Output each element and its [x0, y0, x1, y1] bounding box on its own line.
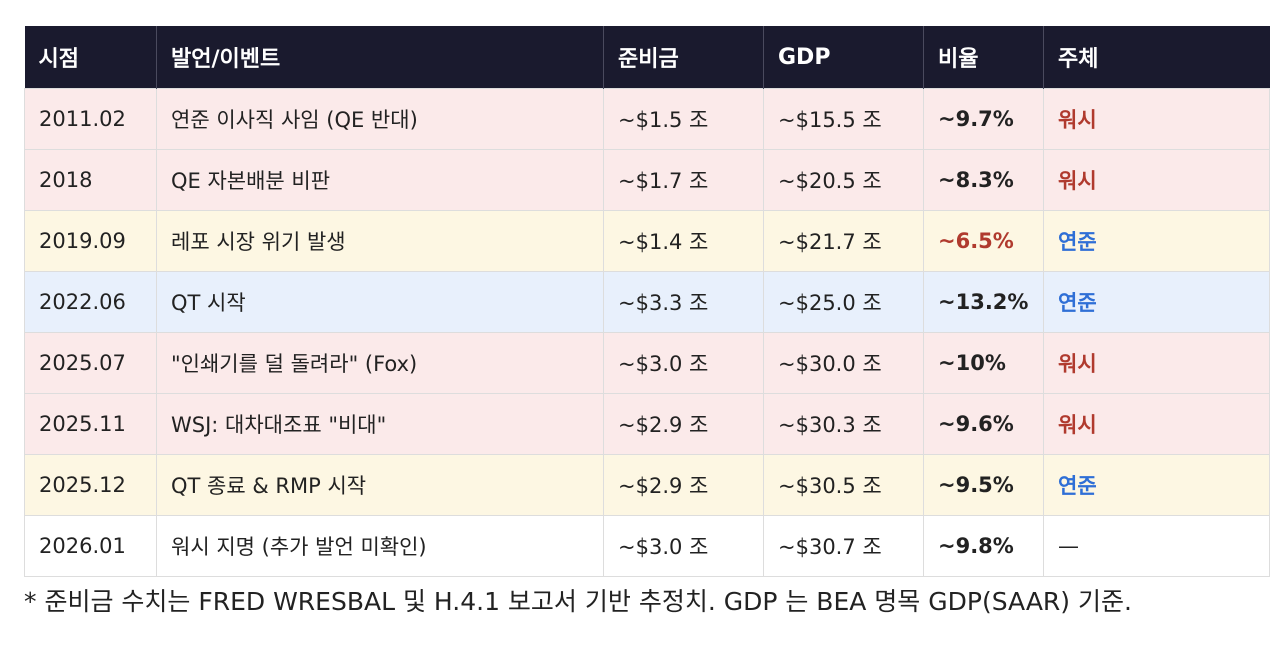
- cell-gdp: ~$30.7 조: [763, 515, 924, 577]
- cell-ratio: ~8.3%: [923, 149, 1044, 211]
- cell-reserves: ~$3.0 조: [603, 332, 764, 394]
- cell-event: 연준 이사직 사임 (QE 반대): [156, 88, 604, 150]
- cell-event: WSJ: 대차대조표 "비대": [156, 393, 604, 455]
- cell-event: 워시 지명 (추가 발언 미확인): [156, 515, 604, 577]
- cell-time: 2018: [24, 149, 157, 211]
- cell-actor: 연준: [1043, 454, 1270, 516]
- table-row: 2018 QE 자본배분 비판 ~$1.7 조 ~$20.5 조 ~8.3% 워…: [24, 149, 1270, 211]
- cell-ratio: ~6.5%: [923, 210, 1044, 272]
- cell-ratio: ~9.8%: [923, 515, 1044, 577]
- cell-reserves: ~$1.4 조: [603, 210, 764, 272]
- cell-event: QT 종료 & RMP 시작: [156, 454, 604, 516]
- table-row: 2025.07 "인쇄기를 덜 돌려라" (Fox) ~$3.0 조 ~$30.…: [24, 332, 1270, 394]
- cell-reserves: ~$1.7 조: [603, 149, 764, 211]
- cell-time: 2025.12: [24, 454, 157, 516]
- table-row: 2025.11 WSJ: 대차대조표 "비대" ~$2.9 조 ~$30.3 조…: [24, 393, 1270, 455]
- cell-time: 2011.02: [24, 88, 157, 150]
- cell-actor: 워시: [1043, 332, 1270, 394]
- cell-reserves: ~$2.9 조: [603, 454, 764, 516]
- cell-actor: 워시: [1043, 149, 1270, 211]
- cell-gdp: ~$30.3 조: [763, 393, 924, 455]
- cell-time: 2025.11: [24, 393, 157, 455]
- data-table-container: 시점 발언/이벤트 준비금 GDP 비율 주체 2011.02 연준 이사직 사…: [24, 26, 1270, 577]
- cell-time: 2022.06: [24, 271, 157, 333]
- header-row: 시점 발언/이벤트 준비금 GDP 비율 주체: [24, 26, 1270, 89]
- cell-event: 레포 시장 위기 발생: [156, 210, 604, 272]
- cell-actor: —: [1043, 515, 1270, 577]
- cell-actor: 워시: [1043, 393, 1270, 455]
- cell-gdp: ~$25.0 조: [763, 271, 924, 333]
- cell-ratio: ~9.6%: [923, 393, 1044, 455]
- cell-time: 2025.07: [24, 332, 157, 394]
- table-row: 2026.01 워시 지명 (추가 발언 미확인) ~$3.0 조 ~$30.7…: [24, 515, 1270, 577]
- header-gdp: GDP: [763, 26, 924, 89]
- cell-actor: 연준: [1043, 210, 1270, 272]
- cell-ratio: ~13.2%: [923, 271, 1044, 333]
- footnote: * 준비금 수치는 FRED WRESBAL 및 H.4.1 보고서 기반 추정…: [24, 587, 1132, 616]
- cell-event: "인쇄기를 덜 돌려라" (Fox): [156, 332, 604, 394]
- cell-gdp: ~$20.5 조: [763, 149, 924, 211]
- cell-gdp: ~$15.5 조: [763, 88, 924, 150]
- header-time: 시점: [24, 26, 157, 89]
- cell-gdp: ~$30.0 조: [763, 332, 924, 394]
- cell-event: QE 자본배분 비판: [156, 149, 604, 211]
- table-row: 2011.02 연준 이사직 사임 (QE 반대) ~$1.5 조 ~$15.5…: [24, 88, 1270, 150]
- reserves-gdp-table: 시점 발언/이벤트 준비금 GDP 비율 주체 2011.02 연준 이사직 사…: [24, 26, 1270, 577]
- cell-reserves: ~$1.5 조: [603, 88, 764, 150]
- cell-actor: 워시: [1043, 88, 1270, 150]
- cell-gdp: ~$21.7 조: [763, 210, 924, 272]
- cell-reserves: ~$3.3 조: [603, 271, 764, 333]
- cell-reserves: ~$2.9 조: [603, 393, 764, 455]
- header-actor: 주체: [1043, 26, 1270, 89]
- cell-actor: 연준: [1043, 271, 1270, 333]
- cell-reserves: ~$3.0 조: [603, 515, 764, 577]
- cell-ratio: ~9.7%: [923, 88, 1044, 150]
- table-row: 2022.06 QT 시작 ~$3.3 조 ~$25.0 조 ~13.2% 연준: [24, 271, 1270, 333]
- header-event: 발언/이벤트: [156, 26, 604, 89]
- cell-ratio: ~10%: [923, 332, 1044, 394]
- cell-event: QT 시작: [156, 271, 604, 333]
- cell-time: 2026.01: [24, 515, 157, 577]
- header-ratio: 비율: [923, 26, 1044, 89]
- header-reserves: 준비금: [603, 26, 764, 89]
- cell-ratio: ~9.5%: [923, 454, 1044, 516]
- table-body: 2011.02 연준 이사직 사임 (QE 반대) ~$1.5 조 ~$15.5…: [24, 88, 1270, 577]
- table-header: 시점 발언/이벤트 준비금 GDP 비율 주체: [24, 26, 1270, 89]
- table-row: 2019.09 레포 시장 위기 발생 ~$1.4 조 ~$21.7 조 ~6.…: [24, 210, 1270, 272]
- cell-time: 2019.09: [24, 210, 157, 272]
- table-row: 2025.12 QT 종료 & RMP 시작 ~$2.9 조 ~$30.5 조 …: [24, 454, 1270, 516]
- cell-gdp: ~$30.5 조: [763, 454, 924, 516]
